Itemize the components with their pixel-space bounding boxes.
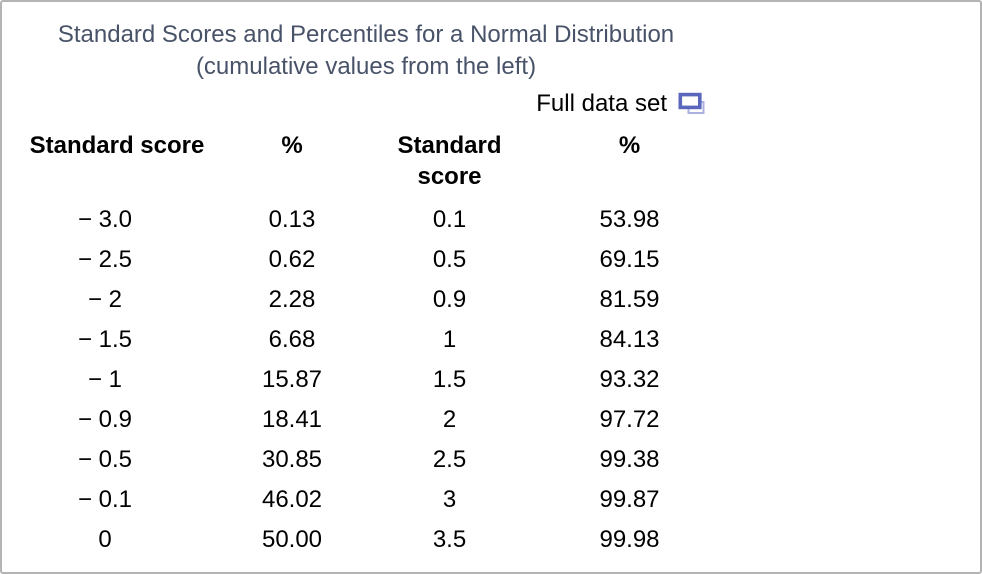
table-row: 0 50.00 3.5 99.98	[27, 520, 737, 560]
table-cell: 0.62	[268, 246, 316, 273]
table-cell: 0	[98, 526, 112, 553]
table-title-line1: Standard Scores and Percentiles for a No…	[57, 21, 675, 48]
table-header: Standard score % Standard score %	[27, 130, 737, 200]
table-row: − 1 15.87 1.5 93.32	[27, 360, 737, 400]
table-cell: 50.00	[261, 526, 323, 553]
table-cell: 3.5	[432, 526, 467, 553]
table-cell: 99.87	[599, 486, 660, 513]
table-cell: 81.59	[599, 286, 660, 313]
header-standard-score-right: Standard score	[397, 132, 502, 190]
table-cell: − 2.5	[77, 246, 133, 273]
table-cell: 99.38	[599, 446, 660, 473]
table-cell: 3	[442, 486, 457, 513]
table-cell: 0.13	[268, 206, 316, 233]
table-cell: 69.15	[599, 246, 660, 273]
table-cell: − 1	[87, 366, 123, 393]
table-cell: 1.5	[432, 366, 467, 393]
table-row: − 1.5 6.68 1 84.13	[27, 320, 737, 360]
table-cell: 18.41	[261, 406, 323, 433]
table-cell: 2.28	[268, 286, 316, 313]
table-cell: 0.5	[432, 246, 467, 273]
table-cell: 1	[442, 326, 457, 353]
table-cell: 46.02	[261, 486, 323, 513]
table-row: − 0.9 18.41 2 97.72	[27, 400, 737, 440]
table-cell: 0.9	[432, 286, 467, 313]
table-cell: 6.68	[268, 326, 316, 353]
table-header-row: Standard score % Standard score %	[27, 130, 737, 200]
table-cell: − 0.5	[77, 446, 133, 473]
table-row: − 3.0 0.13 0.1 53.98	[27, 200, 737, 240]
header-standard-score-left: Standard score	[29, 132, 205, 159]
table-row: − 0.1 46.02 3 99.87	[27, 480, 737, 520]
table-cell: 97.72	[599, 406, 660, 433]
table-cell: − 1.5	[77, 326, 133, 353]
table-cell: 2	[442, 406, 457, 433]
table-cell: − 3.0	[77, 206, 133, 233]
duplicate-window-icon	[678, 92, 705, 114]
table-title: Standard Scores and Percentiles for a No…	[32, 19, 700, 83]
table-row: − 0.5 30.85 2.5 99.38	[27, 440, 737, 480]
header-percent-right: %	[618, 132, 641, 159]
percentile-table: Standard score % Standard score % − 3.0 0…	[27, 130, 737, 560]
table-cell: 2.5	[432, 446, 467, 473]
table-row: − 2.5 0.62 0.5 69.15	[27, 240, 737, 280]
table-cell: 15.87	[261, 366, 323, 393]
header-percent-left: %	[281, 132, 303, 159]
table-cell: − 0.1	[77, 486, 133, 513]
table-cell: − 0.9	[77, 406, 133, 433]
table-cell: 53.98	[599, 206, 660, 233]
table-row: − 2 2.28 0.9 81.59	[27, 280, 737, 320]
table-cell: − 2	[87, 286, 123, 313]
table-cell: 30.85	[261, 446, 323, 473]
full-data-set-label: Full data set	[536, 90, 667, 117]
full-data-set-button[interactable]: Full data set	[32, 90, 706, 118]
table-cell: 93.32	[599, 366, 660, 393]
table-title-line2: (cumulative values from the left)	[195, 53, 537, 80]
table-body: − 3.0 0.13 0.1 53.98 − 2.5 0.62 0.5 69.15 − 2 2.2…	[27, 200, 737, 560]
table-cell: 99.98	[599, 526, 660, 553]
table-cell: 84.13	[599, 326, 660, 353]
table-cell: 0.1	[432, 206, 467, 233]
